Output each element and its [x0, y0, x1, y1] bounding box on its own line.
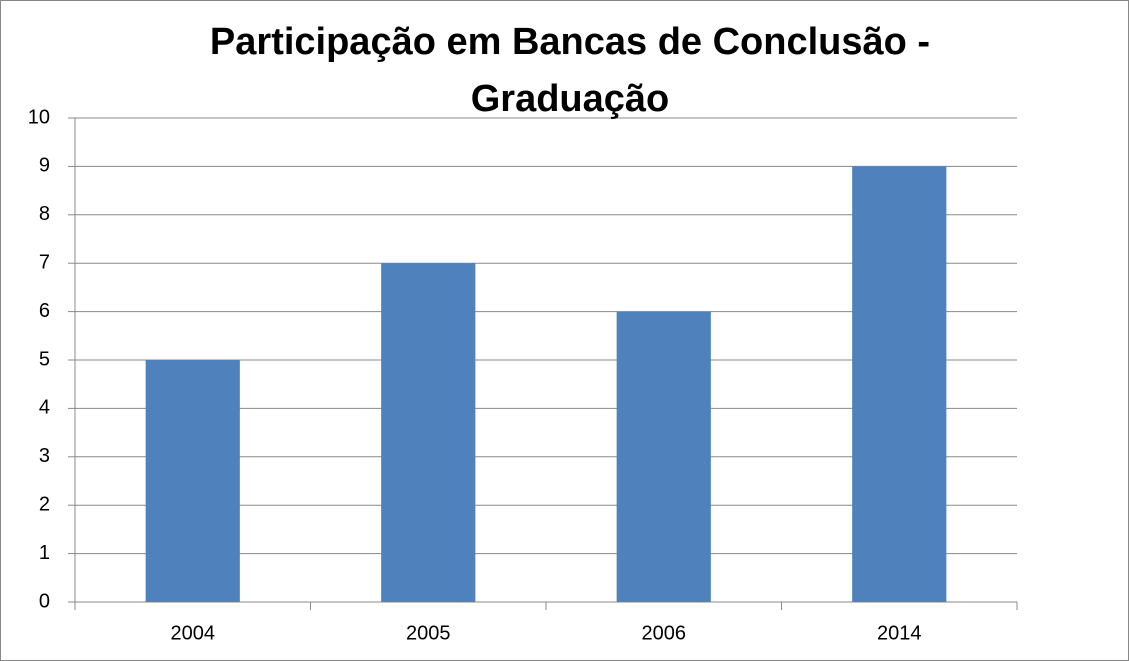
y-tick-label: 10 — [28, 106, 50, 128]
y-tick-label: 4 — [39, 397, 50, 419]
y-tick-label: 7 — [39, 251, 50, 273]
x-tick-label: 2005 — [406, 622, 451, 644]
y-tick-label: 1 — [39, 542, 50, 564]
x-tick-label: 2014 — [877, 622, 922, 644]
y-tick-label: 8 — [39, 203, 50, 225]
x-tick-label: 2004 — [171, 622, 216, 644]
bar — [852, 166, 947, 602]
y-tick-label: 5 — [39, 348, 50, 370]
y-tick-label: 6 — [39, 300, 50, 322]
x-tick-label: 2006 — [642, 622, 687, 644]
y-tick-label: 9 — [39, 155, 50, 177]
y-tick-label: 3 — [39, 445, 50, 467]
y-tick-label: 0 — [39, 590, 50, 612]
y-tick-label: 2 — [39, 493, 50, 515]
chart-title: Participação em Bancas de Conclusão - Gr… — [209, 21, 931, 120]
bar — [145, 360, 240, 602]
bar — [616, 311, 711, 602]
bar — [381, 263, 476, 602]
